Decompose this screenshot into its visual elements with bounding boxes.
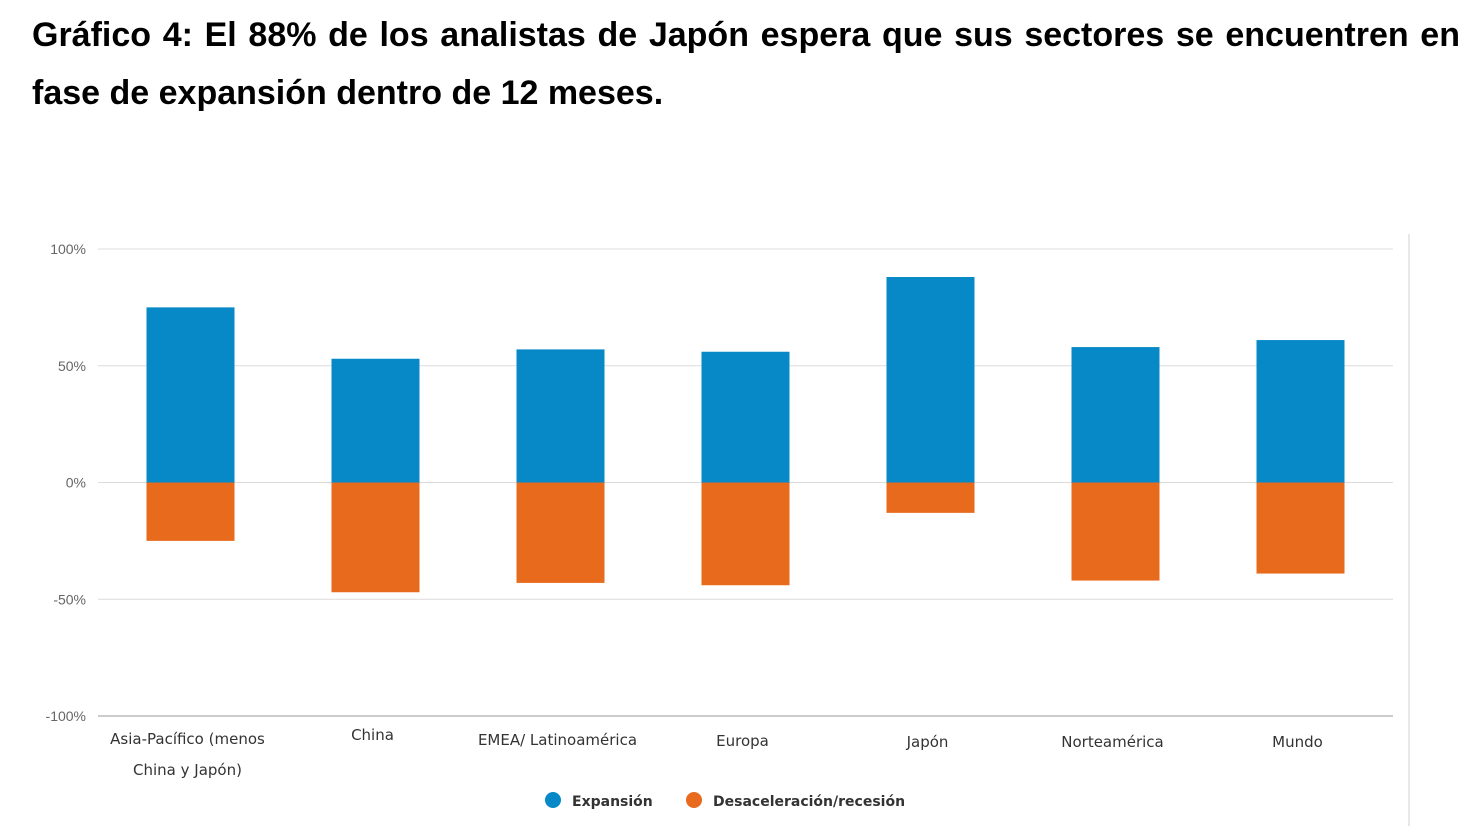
bar-expansion	[146, 307, 235, 483]
bar-expansion	[886, 277, 975, 483]
legend-marker	[686, 792, 702, 808]
x-axis-labels: Asia-Pacífico (menos China y Japón) China E…	[110, 726, 1323, 779]
bar-recession	[146, 482, 235, 541]
x-tick-label: Asia-Pacífico (menos	[110, 730, 265, 748]
y-tick-label: -100%	[46, 708, 86, 724]
x-tick-label: Mundo	[1272, 733, 1323, 751]
bar-expansion	[1256, 340, 1345, 483]
bar-recession	[516, 482, 605, 583]
legend-label: Expansión	[572, 794, 653, 810]
legend-item[interactable]: Expansión	[545, 792, 653, 810]
x-tick-label: Europa	[716, 732, 769, 750]
bar-expansion	[516, 349, 605, 483]
legend[interactable]: Expansión Desaceleración/recesión	[545, 792, 905, 810]
y-tick-label: -50%	[53, 591, 86, 607]
x-tick-label: Japón	[906, 733, 949, 751]
bar-expansion	[701, 351, 790, 483]
x-tick-label: China y Japón)	[133, 761, 242, 779]
chart-title: Gráfico 4: El 88% de los analistas de Ja…	[32, 16, 1460, 112]
y-tick-label: 0%	[66, 475, 86, 491]
legend-marker	[545, 792, 561, 808]
x-tick-label: China	[351, 726, 394, 744]
bar-expansion	[331, 358, 420, 483]
bars	[146, 277, 1345, 593]
y-axis-ticks: 100% 50% 0% -50% -100%	[46, 241, 86, 724]
bar-recession	[701, 482, 790, 586]
bar-expansion	[1071, 347, 1160, 483]
y-tick-label: 50%	[58, 358, 86, 374]
y-tick-label: 100%	[50, 241, 86, 257]
bar-recession	[886, 482, 975, 513]
bar-recession	[1256, 482, 1345, 574]
bar-recession	[1071, 482, 1160, 581]
x-tick-label: Norteamérica	[1061, 733, 1163, 751]
legend-item[interactable]: Desaceleración/recesión	[686, 792, 905, 810]
legend-label: Desaceleración/recesión	[713, 794, 905, 810]
x-tick-label: EMEA/ Latinoamérica	[478, 731, 637, 749]
bar-recession	[331, 482, 420, 593]
